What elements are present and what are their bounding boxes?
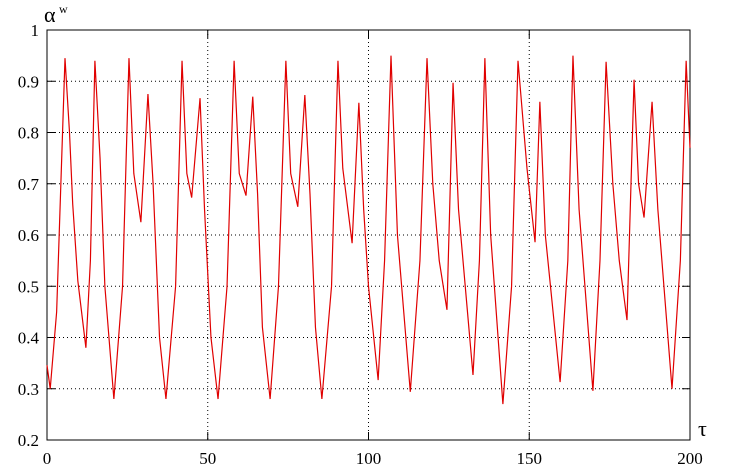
y-tick-label: 0.8 (18, 124, 39, 143)
y-tick-label: 0.5 (18, 277, 39, 296)
y-tick-label: 0.2 (18, 431, 39, 450)
x-tick-label: 0 (43, 449, 52, 468)
y-tick-label: 0.3 (18, 380, 39, 399)
x-tick-label: 150 (517, 449, 543, 468)
y-tick-label: 0.4 (18, 329, 40, 348)
y-axis-label-superscript: w (59, 2, 68, 16)
x-axis-label: τ (698, 416, 707, 441)
y-axis-label: α (44, 2, 56, 27)
x-tick-label: 50 (199, 449, 216, 468)
y-tick-label: 0.9 (18, 72, 39, 91)
x-tick-label: 100 (356, 449, 382, 468)
y-tick-label: 0.6 (18, 226, 39, 245)
y-tick-label: 1 (31, 21, 40, 40)
y-tick-label: 0.7 (18, 175, 40, 194)
plot-frame (46, 29, 691, 441)
data-line (46, 55, 691, 405)
x-tick-label: 200 (677, 449, 703, 468)
